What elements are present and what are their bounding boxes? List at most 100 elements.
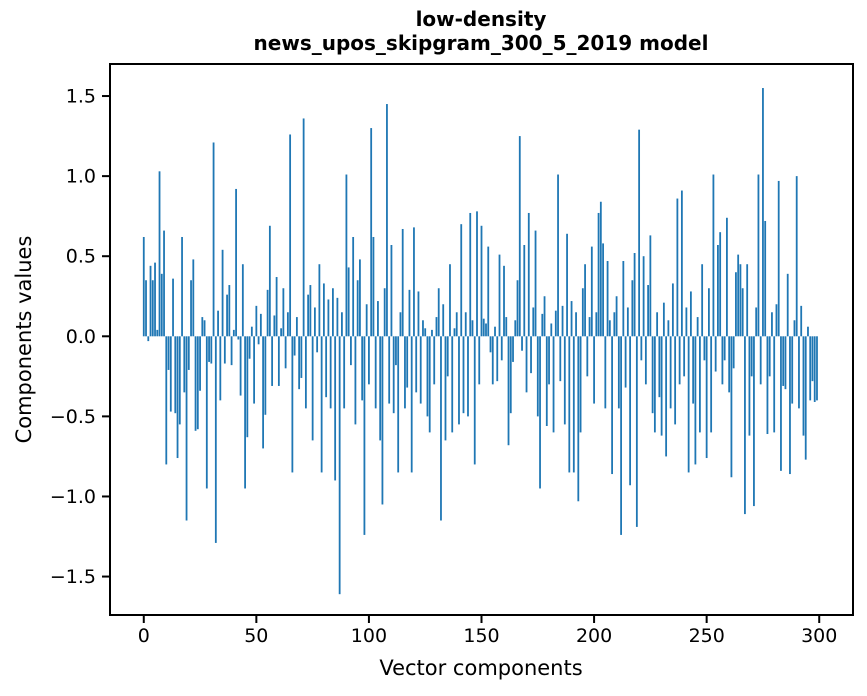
bar <box>347 267 350 337</box>
bar <box>289 134 292 337</box>
bar <box>478 336 481 385</box>
bar <box>322 283 325 337</box>
bar <box>275 277 278 337</box>
bar <box>741 288 744 337</box>
bar <box>719 232 722 337</box>
bar <box>532 307 535 337</box>
bar <box>708 288 710 337</box>
bar <box>397 336 400 473</box>
bar <box>744 336 746 515</box>
bar <box>363 336 366 535</box>
bar <box>633 253 636 337</box>
bar <box>624 336 627 388</box>
bar <box>561 305 564 337</box>
bar <box>615 296 618 337</box>
y-tick-label: 1.0 <box>66 166 96 188</box>
bar <box>753 336 755 507</box>
bar <box>656 312 659 337</box>
bar <box>640 336 643 361</box>
bar <box>588 317 591 337</box>
bar <box>620 336 622 535</box>
bar <box>286 312 289 337</box>
bar <box>329 336 332 409</box>
bar <box>644 336 647 385</box>
bar <box>568 336 571 473</box>
bar <box>185 336 188 521</box>
bar <box>440 336 442 521</box>
bar <box>451 336 454 433</box>
bar <box>795 176 798 337</box>
bar <box>498 254 501 337</box>
bar <box>530 336 532 374</box>
bar <box>705 336 708 459</box>
bar <box>235 188 237 337</box>
bar <box>660 336 663 436</box>
bar <box>606 261 609 337</box>
bar <box>728 336 731 393</box>
bar <box>383 288 386 337</box>
bar <box>730 336 733 478</box>
bar <box>408 289 411 337</box>
bar <box>669 336 672 409</box>
bar <box>496 336 499 382</box>
bar <box>149 265 152 337</box>
bar <box>178 336 181 425</box>
x-tick-label: 50 <box>244 625 268 647</box>
bar <box>183 336 186 393</box>
bar <box>692 336 695 404</box>
bar <box>566 233 568 337</box>
bar <box>417 291 420 337</box>
bar <box>415 336 418 393</box>
bar <box>651 336 654 414</box>
chart-title-line1: low-density <box>416 7 547 31</box>
x-tick-label: 100 <box>351 625 387 647</box>
bar <box>780 336 782 471</box>
bar <box>572 336 575 473</box>
bar <box>617 336 620 409</box>
bar <box>176 336 179 459</box>
bar <box>244 336 246 489</box>
bar <box>804 336 807 460</box>
bar <box>327 299 330 337</box>
bar <box>631 280 634 337</box>
bar <box>503 265 505 337</box>
bar <box>687 336 690 473</box>
bar <box>773 336 776 433</box>
bar <box>404 336 406 409</box>
y-tick-labels: −1.5 −1.0 −0.5 0.0 0.5 1.0 1.5 <box>50 86 96 589</box>
bar <box>259 313 262 337</box>
bar <box>374 336 377 409</box>
bar <box>154 262 156 337</box>
bar <box>683 336 686 377</box>
bar <box>377 301 379 337</box>
bar <box>435 317 438 337</box>
bar <box>316 336 319 353</box>
bar <box>586 336 589 377</box>
bar <box>710 336 713 433</box>
bar <box>169 336 172 412</box>
bar <box>410 336 413 473</box>
bar <box>602 243 604 337</box>
bar <box>593 336 595 404</box>
bar <box>570 301 573 337</box>
bar <box>381 336 384 505</box>
bar <box>444 336 447 441</box>
bar <box>735 272 737 337</box>
bar <box>613 312 616 337</box>
bar <box>293 336 296 356</box>
bar <box>203 320 206 337</box>
bar <box>165 336 168 465</box>
y-tick-label: −0.5 <box>50 406 96 428</box>
bar <box>304 336 307 409</box>
bar <box>703 336 706 361</box>
bar <box>228 285 231 337</box>
bar <box>467 336 469 417</box>
bar <box>226 294 228 337</box>
bar <box>341 312 343 337</box>
bar <box>635 336 638 527</box>
bar <box>428 336 431 433</box>
y-tick-label: 1.5 <box>66 86 96 108</box>
chart-title-line2: news_upos_skipgram_300_5_2019 model <box>254 31 709 55</box>
y-axis-label: Components values <box>12 236 36 444</box>
